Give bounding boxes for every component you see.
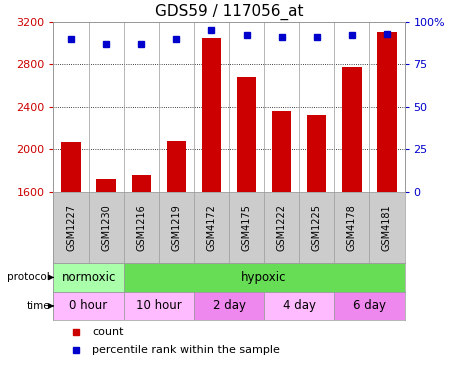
Text: 2 day: 2 day [213, 299, 246, 313]
Text: GSM1219: GSM1219 [171, 204, 181, 251]
Text: hypoxic: hypoxic [241, 271, 287, 284]
Text: GSM4175: GSM4175 [241, 204, 252, 251]
Text: 4 day: 4 day [283, 299, 316, 313]
Bar [202, 38, 221, 192]
Bar [272, 111, 292, 192]
Bar [166, 141, 186, 192]
Text: percentile rank within the sample: percentile rank within the sample [92, 345, 280, 355]
Bar [124, 292, 194, 320]
Text: 0 hour: 0 hour [69, 299, 108, 313]
Text: GSM4178: GSM4178 [347, 204, 357, 251]
Text: 6 day: 6 day [353, 299, 386, 313]
Text: GSM4181: GSM4181 [382, 204, 392, 251]
Text: GSM1230: GSM1230 [101, 204, 111, 251]
Text: count: count [92, 327, 123, 337]
Text: GSM1225: GSM1225 [312, 204, 322, 251]
Bar [237, 77, 256, 192]
Bar [194, 292, 264, 320]
Bar [61, 142, 81, 192]
Bar [264, 292, 334, 320]
Bar [334, 292, 405, 320]
Text: GSM4172: GSM4172 [206, 204, 217, 251]
Text: normoxic: normoxic [61, 271, 116, 284]
Bar [96, 179, 116, 192]
Text: time: time [27, 301, 50, 311]
Title: GDS59 / 117056_at: GDS59 / 117056_at [155, 4, 303, 20]
Bar [132, 175, 151, 192]
Text: 10 hour: 10 hour [136, 299, 182, 313]
Bar [342, 67, 362, 192]
Bar [53, 292, 124, 320]
Bar [124, 263, 405, 292]
Text: GSM1227: GSM1227 [66, 204, 76, 251]
Bar [53, 263, 124, 292]
Bar [377, 32, 397, 192]
Bar [307, 115, 326, 192]
Text: protocol: protocol [7, 272, 50, 283]
Text: GSM1216: GSM1216 [136, 204, 146, 251]
Text: GSM1222: GSM1222 [277, 204, 287, 251]
